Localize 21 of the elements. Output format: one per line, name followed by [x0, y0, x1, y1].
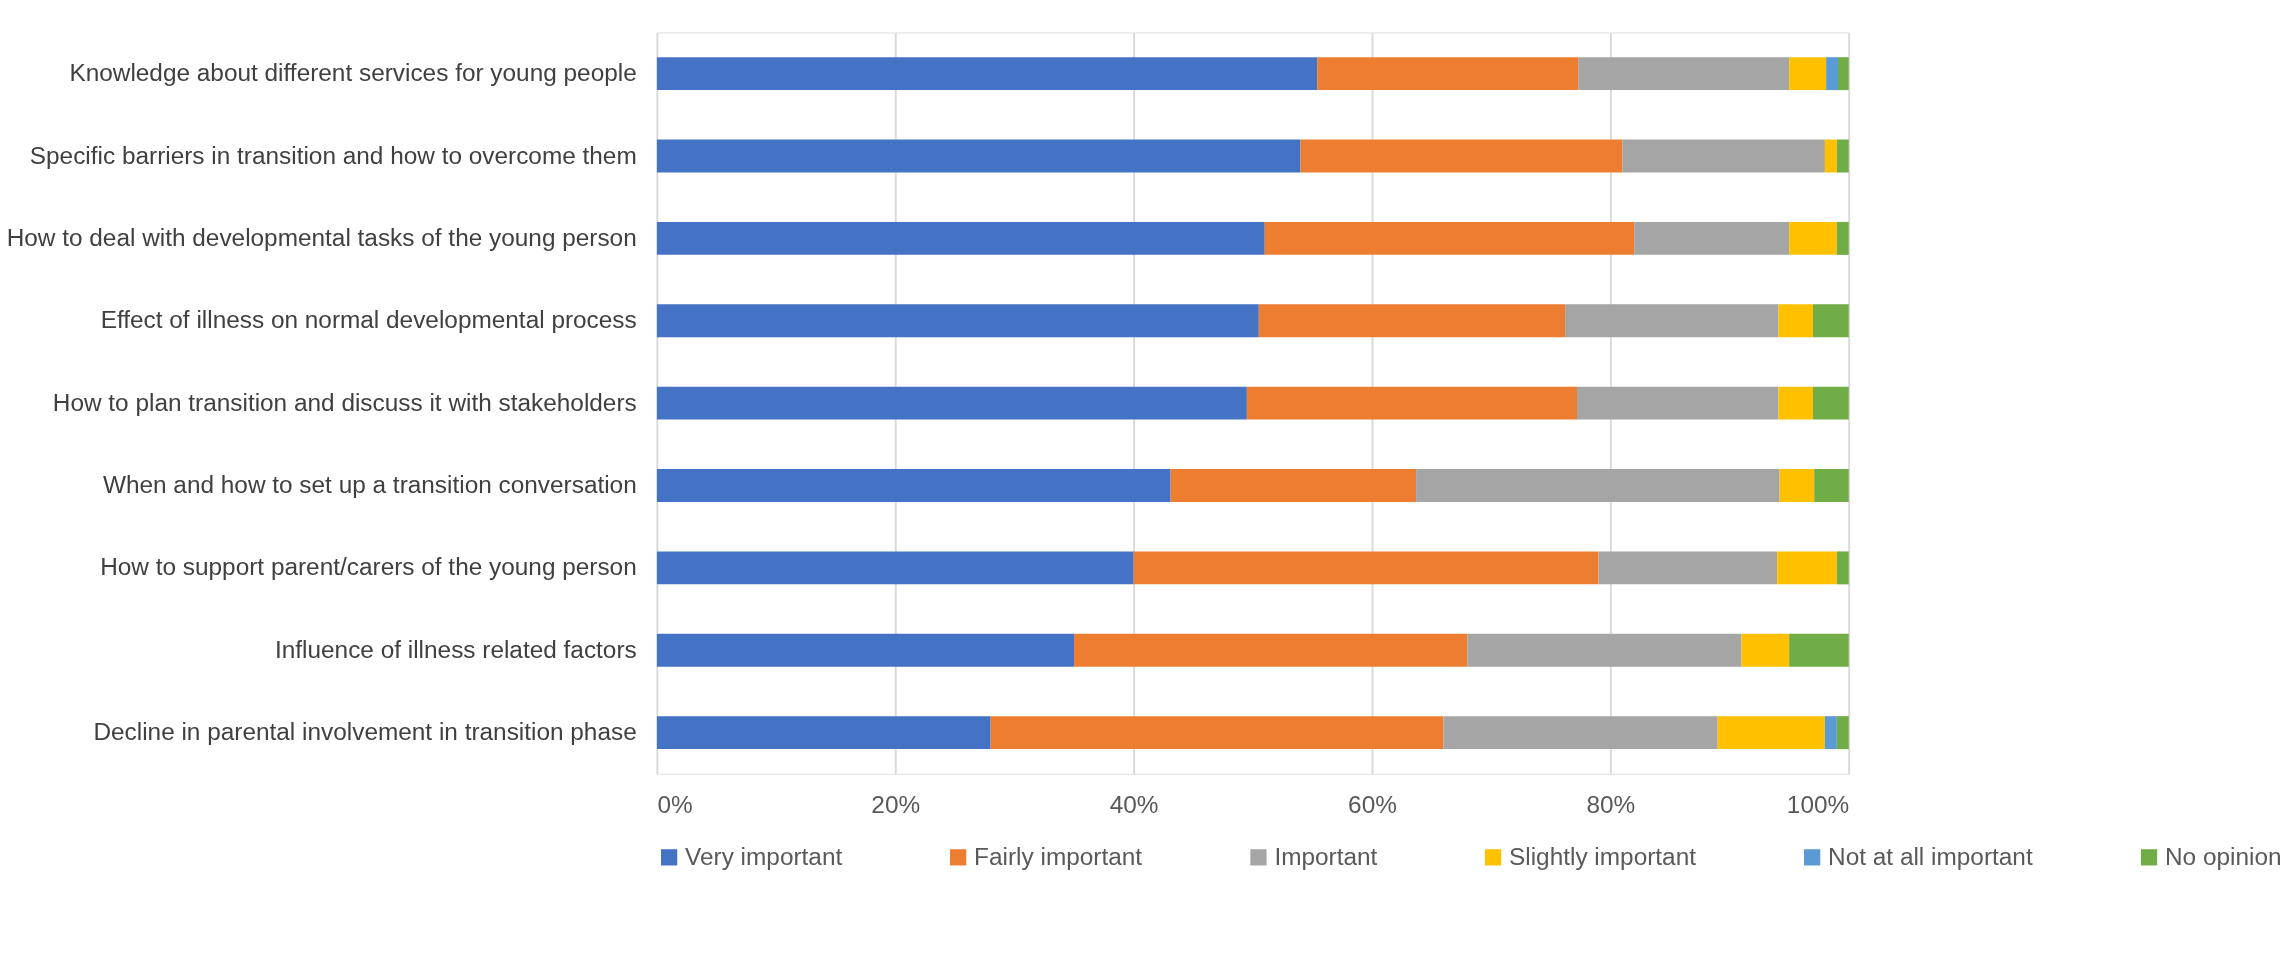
y-tick-label: How to support parent/carers of the young person	[100, 553, 637, 581]
x-tick-label: 20%	[871, 790, 921, 818]
y-tick-label: How to deal with developmental tasks of the young person	[6, 223, 637, 251]
legend-label: Very important	[685, 842, 843, 870]
y-tick-label: Effect of illness on normal developmental process	[100, 306, 637, 334]
legend-label: Important	[1274, 842, 1378, 870]
y-tick-label: Influence of illness related factors	[274, 635, 637, 663]
x-tick-label: 80%	[1586, 790, 1636, 818]
x-tick-label: 60%	[1348, 790, 1397, 818]
x-tick-label: 0%	[657, 790, 693, 818]
x-tick-label: 100%	[1786, 790, 1850, 818]
y-tick-label: Knowledge about different services for young people	[69, 59, 637, 87]
y-tick-label: How to plan transition and discuss it with stakeholders	[52, 388, 637, 416]
legend-label: Slightly important	[1509, 842, 1697, 870]
y-tick-label: Decline in parental involvement in transition phase	[93, 718, 637, 746]
y-tick-label: Specific barriers in transition and how to overcome them	[29, 141, 637, 169]
legend-label: Not at all important	[1828, 842, 2033, 870]
y-tick-label: When and how to set up a transition conversation	[102, 471, 637, 499]
legend-label: Fairly important	[974, 842, 1143, 870]
legend-label: No opinion	[2165, 842, 2282, 870]
x-tick-label: 40%	[1109, 790, 1159, 818]
